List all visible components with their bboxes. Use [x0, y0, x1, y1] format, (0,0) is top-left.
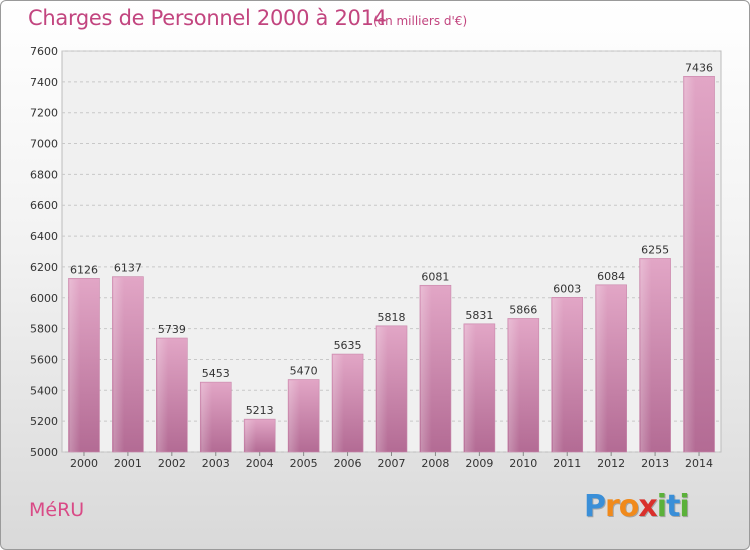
commune-name: MéRU: [29, 499, 85, 521]
data-label: 7436: [685, 61, 713, 74]
data-label: 6084: [597, 270, 625, 283]
x-tick-label: 2003: [202, 457, 230, 470]
y-tick-label: 5400: [30, 384, 58, 397]
y-tick-label: 5000: [30, 446, 58, 459]
x-tick-label: 2014: [685, 457, 713, 470]
bar-highlight: [596, 285, 608, 452]
data-label: 5739: [158, 323, 186, 336]
x-tick-label: 2010: [509, 457, 537, 470]
data-label: 5866: [509, 303, 537, 316]
y-tick-label: 5200: [30, 415, 58, 428]
logo-letter: i: [656, 489, 667, 524]
bar-highlight: [201, 383, 213, 452]
y-tick-label: 5800: [30, 323, 58, 336]
data-label: 6126: [70, 263, 98, 276]
logo-letter: o: [618, 489, 640, 524]
y-tick-label: 6600: [30, 199, 58, 212]
data-label: 5453: [202, 367, 230, 380]
x-tick-label: 2006: [334, 457, 362, 470]
bar-highlight: [113, 277, 125, 452]
y-tick-label: 6800: [30, 168, 58, 181]
bar-highlight: [684, 77, 696, 452]
proxiti-logo: Proxiti: [584, 489, 690, 524]
x-tick-label: 2004: [246, 457, 274, 470]
bar-highlight: [69, 279, 81, 452]
bar-highlight: [552, 298, 564, 452]
bar-highlight: [420, 286, 432, 452]
x-tick-label: 2013: [641, 457, 669, 470]
y-tick-label: 6400: [30, 230, 58, 243]
bar-highlight: [640, 259, 652, 452]
x-tick-label: 2000: [70, 457, 98, 470]
logo-letter: r: [605, 489, 620, 524]
x-tick-label: 2001: [114, 457, 142, 470]
x-tick-label: 2012: [597, 457, 625, 470]
bar-highlight: [289, 380, 300, 452]
data-label: 5470: [290, 365, 318, 378]
data-label: 5831: [465, 309, 493, 322]
bar-highlight: [464, 324, 476, 452]
x-tick-label: 2008: [421, 457, 449, 470]
x-tick-label: 2011: [553, 457, 581, 470]
chart-title: Charges de Personnel 2000 à 2014: [28, 6, 387, 30]
y-tick-label: 5600: [30, 353, 58, 366]
bar-highlight: [157, 339, 169, 452]
data-label: 5635: [334, 339, 362, 352]
logo-letter: P: [584, 489, 606, 524]
logo-letter: x: [638, 489, 657, 524]
y-tick-label: 7600: [30, 45, 58, 58]
bar-highlight: [508, 319, 520, 452]
y-tick-label: 7000: [30, 138, 58, 151]
y-tick-label: 6000: [30, 292, 58, 305]
data-label: 6003: [553, 282, 581, 295]
data-label: 5818: [378, 311, 406, 324]
data-label: 6081: [421, 270, 449, 283]
y-tick-label: 7400: [30, 76, 58, 89]
x-tick-label: 2007: [378, 457, 406, 470]
logo-letter: i: [679, 489, 689, 524]
data-label: 6255: [641, 243, 669, 256]
data-label: 5213: [246, 404, 274, 417]
data-label: 6137: [114, 262, 142, 275]
y-tick-label: 6200: [30, 261, 58, 274]
x-tick-label: 2002: [158, 457, 186, 470]
x-tick-label: 2009: [465, 457, 493, 470]
chart-subtitle: (en milliers d'€): [373, 14, 468, 28]
logo-letter: t: [666, 489, 680, 524]
bar-highlight: [245, 420, 257, 452]
y-tick-label: 7200: [30, 107, 58, 120]
x-tick-label: 2005: [290, 457, 318, 470]
bar-highlight: [377, 326, 388, 452]
bar-highlight: [333, 355, 344, 452]
